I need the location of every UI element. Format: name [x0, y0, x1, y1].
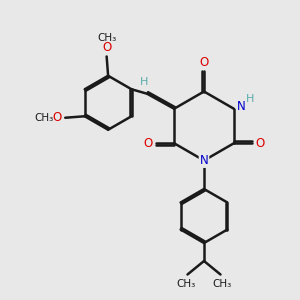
Text: O: O: [200, 56, 208, 69]
Text: CH₃: CH₃: [98, 33, 117, 43]
Text: O: O: [103, 41, 112, 54]
Text: N: N: [237, 100, 246, 113]
Text: CH₃: CH₃: [212, 279, 232, 289]
Text: CH₃: CH₃: [34, 113, 53, 123]
Text: CH₃: CH₃: [176, 279, 196, 289]
Text: N: N: [200, 154, 208, 167]
Text: O: O: [256, 137, 265, 150]
Text: O: O: [52, 111, 62, 124]
Text: O: O: [143, 137, 152, 150]
Text: H: H: [140, 77, 148, 87]
Text: H: H: [246, 94, 255, 104]
